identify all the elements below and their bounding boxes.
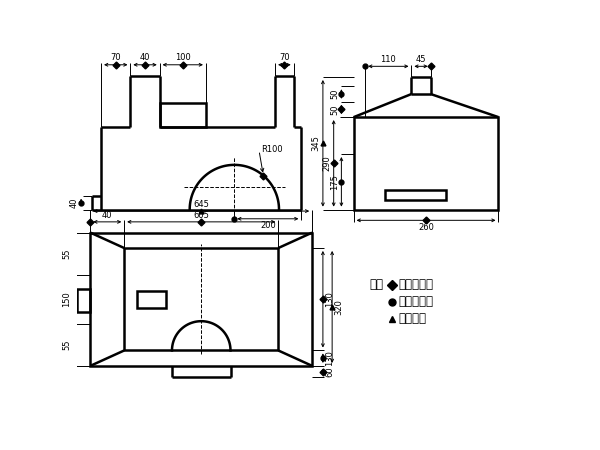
Text: 50: 50 bbox=[330, 89, 339, 99]
Text: 130: 130 bbox=[325, 291, 334, 307]
Text: 55: 55 bbox=[62, 339, 71, 350]
Text: 130: 130 bbox=[325, 350, 334, 366]
Bar bbox=[354, 117, 499, 210]
Bar bbox=[124, 248, 278, 351]
Text: 40: 40 bbox=[70, 198, 79, 208]
Text: 55: 55 bbox=[62, 248, 71, 259]
Bar bbox=[385, 189, 446, 200]
Text: 为定形尺寸: 为定形尺寸 bbox=[398, 279, 433, 292]
Bar bbox=[77, 289, 91, 312]
Text: 70: 70 bbox=[279, 54, 290, 63]
Text: 175: 175 bbox=[330, 174, 339, 190]
Text: 为定位尺寸: 为定位尺寸 bbox=[398, 296, 433, 308]
Text: 200: 200 bbox=[260, 221, 276, 230]
Bar bbox=[160, 103, 206, 127]
Bar bbox=[91, 233, 312, 366]
Text: 45: 45 bbox=[416, 55, 427, 64]
Text: 40: 40 bbox=[140, 54, 150, 63]
Text: 110: 110 bbox=[380, 55, 396, 64]
Text: 345: 345 bbox=[311, 135, 320, 151]
Text: 100: 100 bbox=[175, 54, 191, 63]
Bar bbox=[137, 291, 166, 308]
Text: 70: 70 bbox=[110, 54, 121, 63]
Text: 50: 50 bbox=[330, 104, 339, 115]
Text: 注：: 注： bbox=[369, 279, 383, 292]
Text: 260: 260 bbox=[418, 223, 434, 232]
Text: 150: 150 bbox=[62, 291, 71, 307]
Text: 290: 290 bbox=[322, 155, 331, 171]
Text: 为总尺寸: 为总尺寸 bbox=[398, 312, 427, 325]
Text: 645: 645 bbox=[193, 200, 209, 209]
Text: 320: 320 bbox=[334, 299, 343, 315]
Text: R100: R100 bbox=[262, 145, 283, 154]
Text: 605: 605 bbox=[193, 211, 209, 220]
Text: 60: 60 bbox=[325, 366, 334, 377]
Text: 40: 40 bbox=[102, 211, 113, 220]
